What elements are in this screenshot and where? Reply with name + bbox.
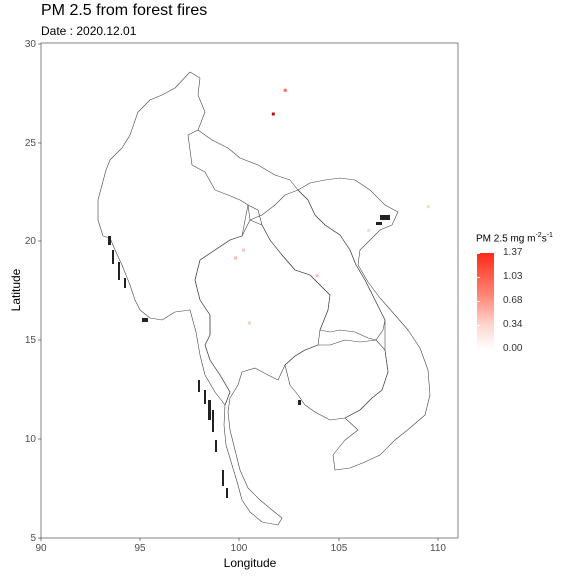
y-axis: 5 10 15 20 25 30 Latitude [9,39,41,544]
x-tick-label: 105 [331,543,348,554]
legend-title: PM 2.5 mg m-2s-1 [476,232,553,245]
legend-label: 1.37 [503,247,523,258]
x-tick-label: 100 [231,543,248,554]
legend-color-bar [477,253,494,349]
y-tick-label: 10 [25,434,37,445]
myanmar-outline [97,71,251,406]
legend-tick-mark [477,301,480,302]
fire-point [234,256,238,260]
y-axis-title: Latitude [9,268,23,311]
thailand-outline [194,204,331,526]
fire-point [242,248,245,252]
fire-point [248,321,251,325]
x-axis-title: Longitude [224,556,277,570]
fire-point [367,228,371,232]
legend-label: 0.68 [503,295,523,306]
color-legend: PM 2.5 mg m-2s-1 1.37 1.03 0.68 0.34 0.0… [476,232,576,354]
vietnam-outline [297,177,431,471]
fire-point [426,205,430,209]
y-tick-label: 20 [25,236,37,247]
china-boundary [197,129,299,191]
y-tick-label: 25 [25,138,37,149]
plot-panel-border [40,42,459,539]
country-boundaries [97,71,431,526]
x-axis: 90 95 100 105 110 Longitude [35,538,446,570]
cambodia-outline [284,339,389,421]
legend-tick-mark [477,277,480,278]
x-tick-label: 90 [35,543,47,554]
map-title: PM 2.5 from forest fires [41,2,208,19]
map-subtitle: Date : 2020.12.01 [41,24,137,38]
coastal-islands [108,215,390,498]
y-tick-label: 5 [30,533,36,544]
legend-label: 1.03 [503,271,523,282]
laos-outline [249,189,386,341]
x-tick-label: 95 [134,543,146,554]
legend-label: 0.34 [503,319,523,330]
fire-point [271,112,275,116]
x-tick-label: 110 [430,543,446,554]
legend-tick-mark [477,325,480,326]
y-tick-label: 15 [25,335,37,346]
fire-point [283,88,287,92]
fire-points-layer [234,88,430,325]
fire-point [315,274,319,278]
legend-label: 0.00 [503,343,523,354]
y-tick-label: 30 [25,39,37,50]
legend-tick-mark [477,253,480,254]
